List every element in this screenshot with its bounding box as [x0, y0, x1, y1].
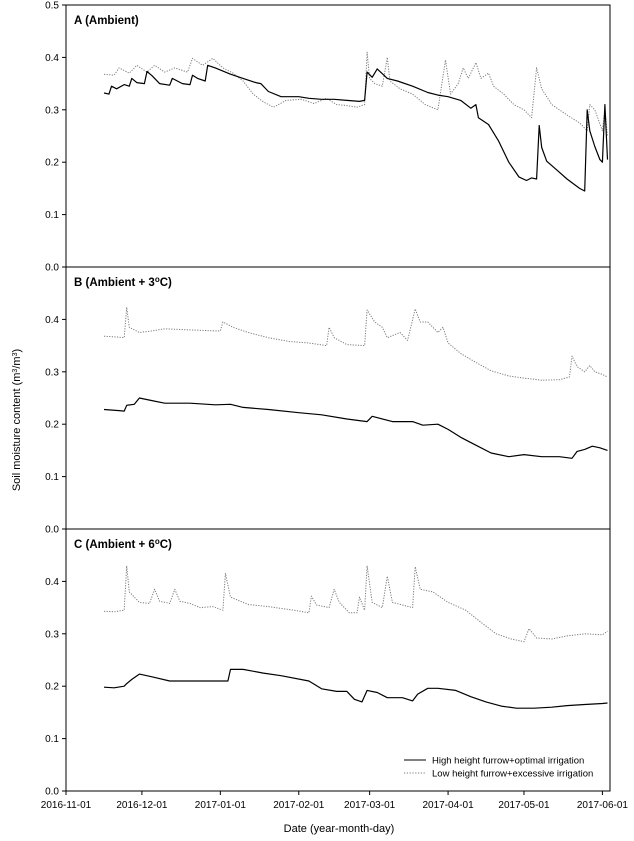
panel-frame	[65, 266, 611, 530]
y-tick-label: 0.4	[45, 577, 59, 588]
panel-title: C (Ambient + 6oC)	[74, 537, 172, 552]
x-tick-label: 2016-12-01	[116, 800, 168, 811]
panel-title-main: C (Ambient + 6	[74, 539, 155, 551]
panel-title-tail: C)	[160, 539, 172, 551]
legend-entry-solid: High height furrow+optimal irrigation	[432, 756, 584, 767]
y-tick-label: 0.2	[45, 158, 59, 169]
y-tick-label: 0.2	[45, 420, 59, 431]
y-tick-label: 0.0	[45, 787, 59, 798]
legend-entry-dotted: Low height furrow+excessive irrigation	[432, 769, 593, 780]
panel-c: 0.0 0.1 0.2 0.3 0.4 C (Ambient + 6oC)	[45, 528, 611, 798]
panel-title-sup: o	[155, 537, 160, 546]
x-tick-label: 2017-01-01	[195, 800, 247, 811]
x-tick-label: 2017-04-01	[422, 800, 474, 811]
y-tick-label: 0.3	[45, 629, 59, 640]
panel-title-main: A (Ambient)	[74, 15, 139, 27]
x-tick-label: 2017-05-01	[498, 800, 550, 811]
y-tick-label: 0.0	[45, 525, 59, 536]
series-line-high-furrow-optimal	[103, 64, 609, 192]
legend: High height furrow+optimal irrigation Lo…	[404, 756, 593, 780]
panel-title-tail: C)	[160, 277, 172, 289]
x-tick-label: 2017-02-01	[273, 800, 325, 811]
panel-title-sup: o	[155, 275, 160, 284]
x-tick-label: 2016-11-01	[41, 800, 92, 811]
y-tick-label: 0.1	[45, 472, 59, 483]
x-tick-label: 2017-06-01	[577, 800, 629, 811]
panel-frame	[65, 528, 611, 792]
y-tick-label: 0.5	[45, 1, 59, 12]
y-tick-label: 0.3	[45, 367, 59, 378]
y-tick-label: 0.1	[45, 734, 59, 745]
panel-title-main: B (Ambient + 3	[74, 277, 155, 289]
series-line-high-furrow-optimal	[103, 668, 608, 709]
series-line-low-furrow-excessive	[103, 565, 608, 643]
panel-frame	[65, 4, 611, 268]
series-line-high-furrow-optimal	[103, 397, 608, 459]
series-line-low-furrow-excessive	[103, 51, 608, 137]
y-tick-label: 0.4	[45, 53, 59, 64]
x-axis: 2016-11-01 2016-12-01 2017-01-01 2017-02-01…	[41, 791, 629, 811]
panel-b: 0.0 0.1 0.2 0.3 0.4 B (Ambient + 3oC)	[45, 266, 611, 536]
x-axis-title: Date (year-month-day)	[284, 823, 395, 835]
series-line-low-furrow-excessive	[103, 306, 608, 381]
y-tick-label: 0.1	[45, 210, 59, 221]
x-tick-label: 2017-03-01	[344, 800, 396, 811]
y-axis-title-sup1: 3	[12, 369, 19, 373]
panel-title: B (Ambient + 3oC)	[74, 275, 172, 290]
panels: 0.00.10.20.30.40.5A (Ambient)0.00.10.20.…	[45, 1, 611, 798]
panel-a: 0.0 0.1 0.2 0.3 0.4 0.5 A (Ambient)	[45, 1, 611, 274]
y-tick-label: 0.4	[45, 315, 59, 326]
y-tick-label: 0.3	[45, 105, 59, 116]
y-axis-title-main: Soil moisture content (m	[11, 373, 23, 492]
panel-title: A (Ambient)	[74, 15, 139, 27]
y-axis-title-mid: /m	[11, 356, 23, 368]
y-axis-title-sup2: 3	[12, 352, 19, 356]
y-tick-label: 0.0	[45, 263, 59, 274]
y-axis-title: Soil moisture content (m3/m3)	[11, 349, 23, 491]
y-axis-title-end: )	[11, 349, 23, 353]
y-tick-label: 0.2	[45, 682, 59, 693]
